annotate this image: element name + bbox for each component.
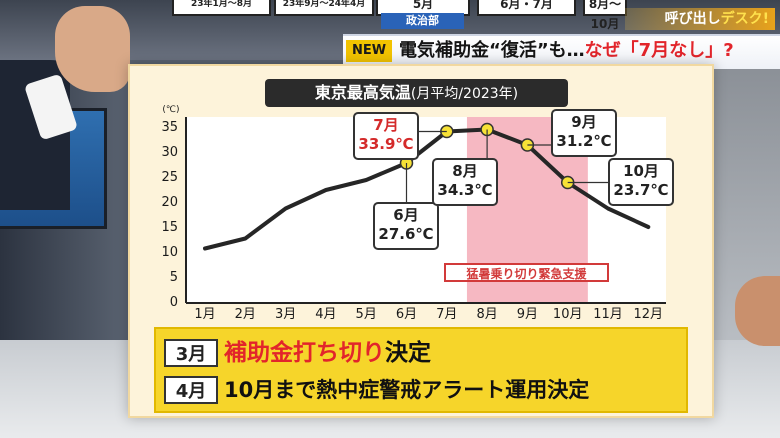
x-tick-label: 8月 <box>476 307 497 322</box>
callout-value: 27.6℃ <box>378 225 434 243</box>
callout-month: 7月 <box>373 116 399 134</box>
y-tick-label: 25 <box>161 170 178 185</box>
headline-text: 電気補助金“復活”も…なぜ「7月なし」? <box>399 39 734 63</box>
callout-value: 31.2℃ <box>556 132 612 150</box>
headline-main: 電気補助金“復活”も… <box>399 40 585 61</box>
x-tick-label: 10月 <box>553 307 583 322</box>
new-badge: NEW <box>346 40 392 62</box>
y-tick-label: 10 <box>161 245 178 260</box>
x-tick-label: 1月 <box>194 307 215 322</box>
callout-value: 34.3℃ <box>437 181 493 199</box>
row1-month: 3月 <box>164 339 218 367</box>
callout-5: 6月 27.6℃ <box>373 202 439 250</box>
x-tick-label: 2月 <box>235 307 256 322</box>
department-tag: 政治部 <box>381 13 464 29</box>
callout-month: 6月 <box>393 206 419 224</box>
headline-question: なぜ「7月なし」? <box>584 40 734 61</box>
band-label: 猛暑乗り切り緊急支援 <box>444 263 609 282</box>
callout-8: 9月 31.2℃ <box>551 109 617 157</box>
top-box-2: 23年9月〜24年4月 <box>274 0 374 16</box>
callout-value: 23.7℃ <box>613 181 669 199</box>
corner-title-prefix: 呼び出し <box>664 11 721 27</box>
callout-7: 8月 34.3℃ <box>432 158 498 206</box>
y-tick-label: 0 <box>170 295 178 310</box>
x-tick-label: 6月 <box>396 307 417 322</box>
row2-month: 4月 <box>164 376 218 404</box>
x-tick-label: 12月 <box>634 307 664 322</box>
row2-text: 10月まで熱中症警戒アラート運用決定 <box>224 378 590 402</box>
callout-6: 7月 33.9℃ <box>353 112 419 160</box>
presenter-hand <box>55 6 130 92</box>
headline-bar: NEW 電気補助金“復活”も…なぜ「7月なし」? <box>343 34 780 69</box>
temperature-line <box>203 127 651 251</box>
row1-text: 補助金打ち切り決定 <box>224 338 431 368</box>
chart-title: 東京最高気温(月平均/2023年) <box>265 79 568 107</box>
decision-panel: 3月 補助金打ち切り決定 4月 10月まで熱中症警戒アラート運用決定 <box>154 327 688 413</box>
corner-title-accent: デスク! <box>720 11 769 27</box>
callout-month: 10月 <box>623 162 659 180</box>
x-tick-label: 11月 <box>593 307 623 322</box>
y-tick-label: 30 <box>161 145 178 160</box>
callout-month: 8月 <box>452 162 478 180</box>
x-tick-label: 4月 <box>315 307 336 322</box>
row1-red-text: 補助金打ち切り <box>224 340 385 366</box>
callout-month: 9月 <box>571 113 597 131</box>
presenter-hand-right <box>735 276 780 346</box>
x-tick-label: 3月 <box>275 307 296 322</box>
y-tick-label: 20 <box>161 195 178 210</box>
callout-value: 33.9℃ <box>358 135 414 153</box>
top-box-1: 23年1月〜8月 <box>172 0 271 16</box>
top-box-4: 6月・7月 <box>477 0 576 16</box>
y-unit-label: (℃) <box>162 105 179 115</box>
chart-title-main: 東京最高気温 <box>314 83 411 102</box>
y-tick-label: 15 <box>161 220 178 235</box>
callout-9: 10月 23.7℃ <box>608 158 674 206</box>
chart-subtitle: (月平均/2023年) <box>410 86 519 102</box>
x-tick-label: 9月 <box>517 307 538 322</box>
y-tick-label: 5 <box>170 270 178 285</box>
row1-black-text: 決定 <box>385 340 431 366</box>
x-tick-label: 7月 <box>436 307 457 322</box>
x-tick-label: 5月 <box>356 307 377 322</box>
y-tick-label: 35 <box>161 120 178 135</box>
program-corner-title: 呼び出しデスク! <box>625 8 775 30</box>
